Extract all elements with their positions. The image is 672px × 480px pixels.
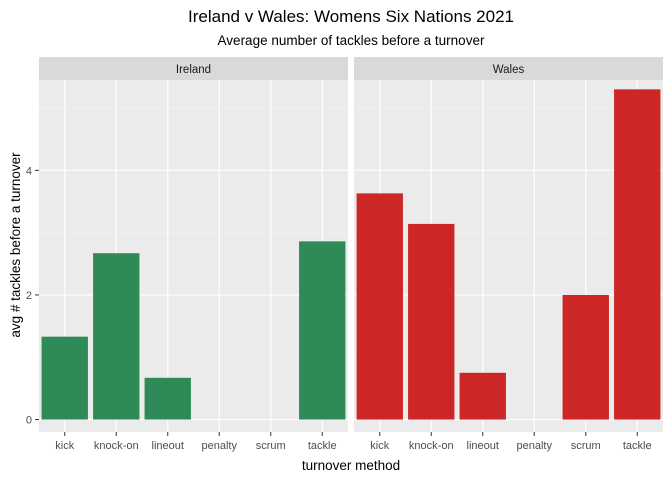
bar-wales-knock-on (408, 223, 455, 420)
facet-panels: Ireland kick knock-on lineout penalty scrum ta… (39, 57, 663, 452)
panel-background (354, 80, 663, 432)
bar-wales-lineout (459, 372, 506, 420)
bar-ireland-kick (41, 336, 88, 420)
facet-strip-label: Wales (493, 64, 525, 76)
y-axis: 0 2 4 (26, 165, 39, 427)
x-tick-label: penalty (202, 440, 238, 452)
facet-strip (39, 57, 348, 80)
y-tick-label: 0 (26, 415, 32, 427)
y-axis-title: avg # tackles before a turnover (8, 152, 23, 338)
facet-panel-ireland: Ireland kick knock-on lineout penalty scrum ta… (39, 57, 348, 452)
y-tick-label: 2 (26, 290, 32, 302)
facet-panel-wales: Wales kick knock-on lineout penalty scrum tack… (354, 57, 663, 452)
x-tick-label: tackle (308, 440, 337, 452)
facet-strip-label: Ireland (176, 64, 211, 76)
bar-wales-tackle (614, 89, 661, 420)
x-tick-label: kick (370, 440, 389, 452)
facet-strip (354, 57, 663, 80)
x-tick-label: lineout (152, 440, 184, 452)
x-tick-label: lineout (467, 440, 499, 452)
x-tick-label: knock-on (94, 440, 139, 452)
chart-subtitle: Average number of tackles before a turno… (218, 33, 485, 48)
bar-wales-kick (356, 193, 403, 420)
x-tick-label: tackle (623, 440, 652, 452)
panel-background (39, 80, 348, 432)
bar-ireland-knock-on (93, 253, 140, 420)
bar-ireland-lineout (144, 377, 191, 420)
x-axis-title: turnover method (302, 458, 400, 473)
bar-wales-scrum (562, 294, 609, 420)
x-tick-label: knock-on (409, 440, 454, 452)
chart-title: Ireland v Wales: Womens Six Nations 2021 (188, 7, 514, 26)
x-tick-label: scrum (256, 440, 286, 452)
x-tick-label: scrum (571, 440, 601, 452)
x-tick-label: penalty (517, 440, 553, 452)
y-tick-label: 4 (26, 165, 32, 177)
x-tick-label: kick (55, 440, 74, 452)
bar-ireland-tackle (299, 241, 346, 420)
